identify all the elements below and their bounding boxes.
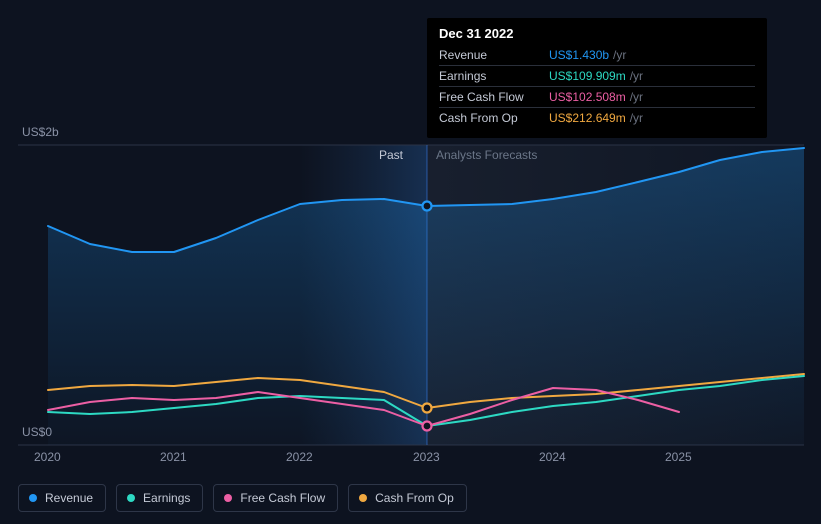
x-axis-tick: 2023 xyxy=(413,450,440,464)
legend-label: Revenue xyxy=(45,491,93,505)
tooltip-metric-label: Cash From Op xyxy=(439,111,549,125)
tooltip-row: EarningsUS$109.909m/yr xyxy=(439,66,755,87)
tooltip-unit: /yr xyxy=(630,69,643,83)
x-axis-tick: 2025 xyxy=(665,450,692,464)
tooltip-metric-value: US$212.649m xyxy=(549,111,626,125)
legend-dot-icon xyxy=(29,494,37,502)
tooltip-date: Dec 31 2022 xyxy=(439,26,755,41)
tooltip-row: Free Cash FlowUS$102.508m/yr xyxy=(439,87,755,108)
legend-dot-icon xyxy=(224,494,232,502)
legend-item-cashop[interactable]: Cash From Op xyxy=(348,484,467,512)
tooltip-unit: /yr xyxy=(630,90,643,104)
tooltip-row: Cash From OpUS$212.649m/yr xyxy=(439,108,755,128)
legend-dot-icon xyxy=(359,494,367,502)
x-axis-tick: 2021 xyxy=(160,450,187,464)
x-axis-tick: 2022 xyxy=(286,450,313,464)
legend-label: Free Cash Flow xyxy=(240,491,325,505)
past-section-label: Past xyxy=(379,148,403,162)
tooltip-metric-value: US$109.909m xyxy=(549,69,626,83)
tooltip-metric-value: US$1.430b xyxy=(549,48,609,62)
y-axis-tick: US$2b xyxy=(22,125,59,139)
legend-item-earnings[interactable]: Earnings xyxy=(116,484,203,512)
x-axis-tick: 2020 xyxy=(34,450,61,464)
tooltip-unit: /yr xyxy=(613,48,626,62)
legend-item-fcf[interactable]: Free Cash Flow xyxy=(213,484,338,512)
tooltip-metric-label: Free Cash Flow xyxy=(439,90,549,104)
x-axis-tick: 2024 xyxy=(539,450,566,464)
tooltip-metric-label: Revenue xyxy=(439,48,549,62)
tooltip-metric-value: US$102.508m xyxy=(549,90,626,104)
chart-legend: Revenue Earnings Free Cash Flow Cash From O… xyxy=(18,484,467,512)
y-axis-tick: US$0 xyxy=(22,425,52,439)
tooltip-row: RevenueUS$1.430b/yr xyxy=(439,45,755,66)
legend-dot-icon xyxy=(127,494,135,502)
tooltip-unit: /yr xyxy=(630,111,643,125)
hover-tooltip: Dec 31 2022 RevenueUS$1.430b/yrEarningsU… xyxy=(427,18,767,138)
legend-label: Cash From Op xyxy=(375,491,454,505)
tooltip-metric-label: Earnings xyxy=(439,69,549,83)
legend-label: Earnings xyxy=(143,491,190,505)
financials-chart: Dec 31 2022 RevenueUS$1.430b/yrEarningsU… xyxy=(0,0,821,524)
legend-item-revenue[interactable]: Revenue xyxy=(18,484,106,512)
forecast-section-label: Analysts Forecasts xyxy=(436,148,537,162)
